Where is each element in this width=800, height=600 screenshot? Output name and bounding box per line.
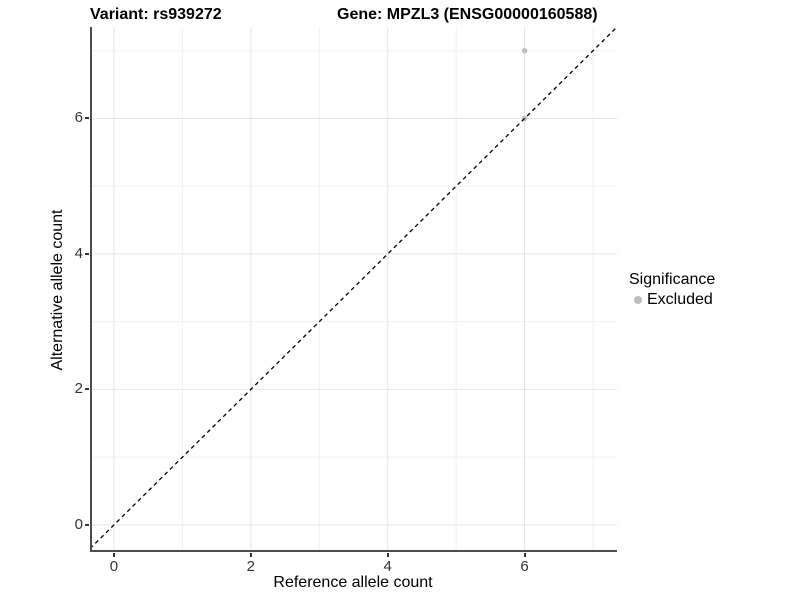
x-tick-label: 0	[109, 558, 119, 575]
x-tick-mark	[249, 553, 252, 557]
legend-item-label: Excluded	[647, 291, 713, 308]
x-axis-title: Reference allele count	[273, 574, 433, 591]
plot-title-gene: Gene: MPZL3 (ENSG00000160588)	[337, 6, 598, 23]
y-tick-mark	[85, 523, 89, 526]
plot-title-variant: Variant: rs939272	[90, 6, 222, 23]
x-tick-mark	[523, 553, 526, 557]
y-tick-label: 6	[74, 109, 83, 127]
x-tick-mark	[386, 553, 389, 557]
y-tick-mark	[85, 388, 89, 391]
y-tick-label: 2	[74, 380, 83, 398]
data-point	[521, 48, 528, 54]
x-tick-mark	[112, 553, 115, 557]
legend-item-excluded: Excluded	[629, 291, 715, 309]
legend: Significance Excluded	[629, 270, 715, 309]
legend-point-swatch-icon	[634, 296, 642, 304]
y-tick-mark	[85, 117, 89, 120]
legend-title: Significance	[629, 271, 716, 288]
x-tick-label: 6	[520, 558, 529, 575]
chart-panel	[90, 27, 617, 552]
identity-reference-line	[90, 27, 617, 550]
y-tick-label: 4	[74, 244, 83, 262]
y-axis-title: Alternative allele count	[49, 209, 66, 371]
x-tick-label: 2	[246, 558, 255, 575]
x-tick-label: 4	[383, 558, 392, 575]
y-tick-mark	[85, 252, 89, 255]
y-tick-label: 0	[74, 515, 83, 533]
